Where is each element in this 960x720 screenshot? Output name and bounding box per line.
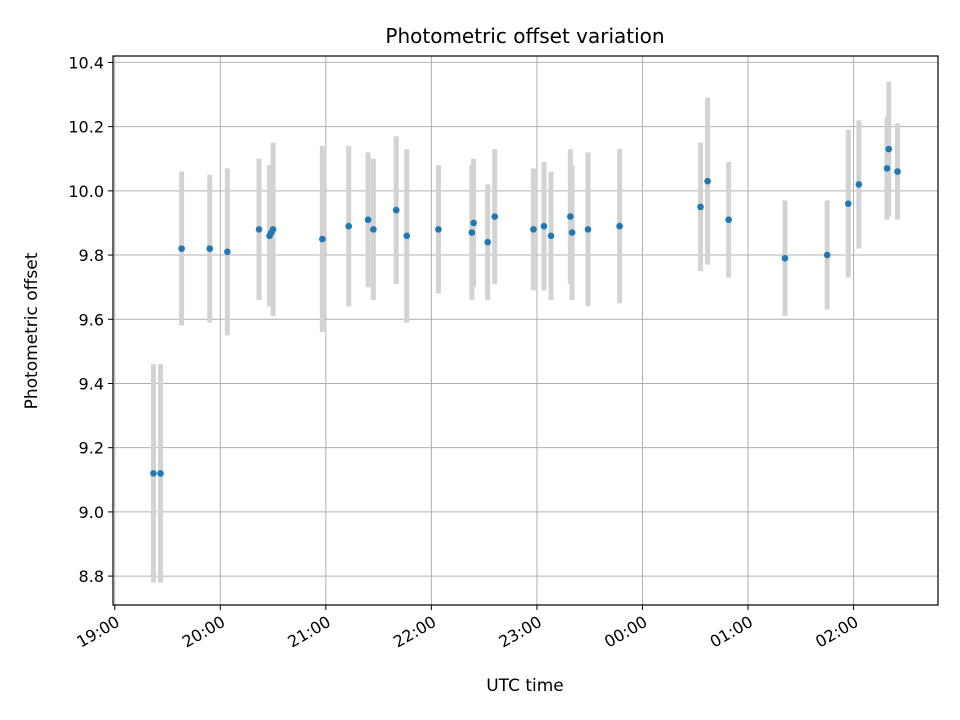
data-point	[725, 216, 732, 224]
data-point	[530, 226, 537, 233]
x-axis-label: UTC time	[486, 676, 564, 696]
data-point	[883, 165, 891, 172]
data-point	[468, 229, 476, 236]
data-point	[547, 232, 555, 240]
data-point	[345, 222, 353, 230]
data-point	[403, 232, 411, 240]
data-point	[319, 235, 326, 243]
data-point	[364, 216, 372, 224]
data-point	[491, 213, 499, 220]
data-point	[435, 226, 442, 233]
data-point	[370, 226, 377, 233]
data-point	[567, 213, 574, 220]
data-point	[255, 226, 263, 233]
data-points	[150, 145, 901, 477]
data-point	[470, 219, 477, 227]
y-axis-ticks: 8.8 9.0 9.2 9.4 9.6 9.8 10.0 10.2 10.4	[68, 53, 113, 586]
chart-title: Photometric offset variation	[385, 24, 664, 48]
data-point	[484, 238, 491, 246]
y-tick-label: 8.8	[79, 567, 104, 586]
data-point	[697, 203, 704, 211]
data-point	[568, 229, 576, 236]
data-point	[844, 200, 852, 207]
grid	[113, 56, 938, 605]
data-point	[616, 222, 623, 230]
data-point	[206, 245, 214, 252]
data-point	[584, 226, 592, 233]
plot-frame	[112, 55, 939, 606]
data-point	[855, 181, 863, 188]
data-point	[885, 145, 893, 153]
data-point	[392, 206, 400, 214]
y-tick-label: 10.2	[68, 118, 104, 137]
y-tick-label: 9.8	[79, 246, 104, 265]
y-tick-label: 9.4	[79, 374, 104, 393]
y-tick-label: 10.0	[68, 182, 104, 201]
y-tick-label: 9.0	[79, 503, 104, 522]
data-point	[704, 177, 711, 185]
data-point	[781, 254, 789, 262]
data-point	[269, 226, 277, 233]
y-axis-label: Photometric offset	[22, 252, 42, 409]
data-point	[157, 470, 164, 477]
y-tick-label: 10.4	[68, 53, 104, 72]
data-point	[823, 251, 831, 259]
data-point	[894, 168, 901, 175]
data-point	[224, 248, 231, 256]
data-point	[150, 470, 157, 477]
y-tick-label: 9.6	[79, 310, 104, 329]
data-point	[178, 245, 185, 252]
y-tick-label: 9.2	[79, 439, 104, 458]
data-point	[540, 222, 548, 230]
